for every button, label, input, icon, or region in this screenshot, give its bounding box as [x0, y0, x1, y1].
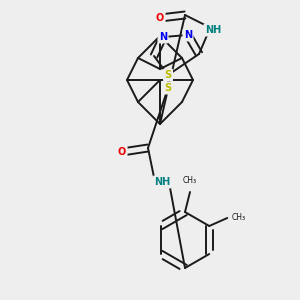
Text: S: S: [164, 83, 172, 93]
Text: S: S: [164, 70, 172, 80]
Text: O: O: [156, 13, 164, 23]
Text: N: N: [184, 30, 192, 40]
Text: CH₃: CH₃: [183, 176, 197, 185]
Text: N: N: [159, 32, 167, 42]
Text: O: O: [118, 147, 126, 157]
Text: NH: NH: [154, 177, 170, 187]
Text: CH₃: CH₃: [231, 214, 245, 223]
Text: NH: NH: [205, 25, 221, 35]
